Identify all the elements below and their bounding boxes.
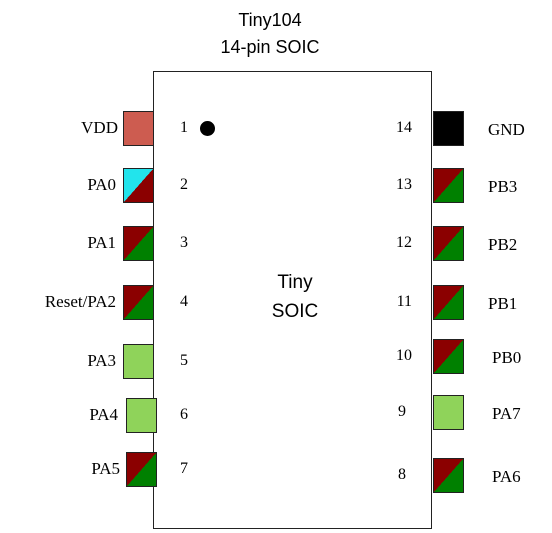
pin-pad-7 [126,452,157,487]
pin-label-8: PA6 [492,467,521,486]
pin-number-3: 3 [180,234,188,251]
pin-number-11: 11 [396,293,412,310]
pin-label-10: PB0 [492,348,522,367]
pin-pad-11 [433,285,464,320]
pin-label-9: PA7 [492,404,521,423]
pin-label-5: PA3 [87,351,116,370]
chip-body [153,71,432,529]
pin-label-11: PB1 [488,294,518,313]
pin-number-5: 5 [180,352,188,369]
chip-title: Tiny104 [238,10,302,30]
pin-pad-8 [433,458,464,493]
pin-pad-14 [433,111,464,146]
pin1-marker-dot [200,121,215,136]
pin-pad-10 [433,339,464,374]
pin-number-8: 8 [398,466,406,483]
pin-label-12: PB2 [488,235,518,254]
pin-pad-13 [433,168,464,203]
pin-number-6: 6 [180,406,188,423]
pin-number-2: 2 [180,176,188,193]
pin-label-2: PA0 [87,175,116,194]
chip-label-package: SOIC [271,301,319,322]
pin-pad-5 [123,344,154,379]
pin-pad-1 [123,111,154,146]
chip-package: 14-pin SOIC [220,37,320,57]
pin-pad-9 [433,395,464,430]
pin-number-7: 7 [180,460,188,477]
pin-label-4: Reset/PA2 [44,292,116,311]
pin-label-3: PA1 [87,233,116,252]
pin-number-1: 1 [180,119,188,136]
pin-number-12: 12 [396,234,412,251]
pin-pad-2 [123,168,154,203]
pin-number-4: 4 [180,293,188,310]
pin-label-13: PB3 [488,177,518,196]
pin-label-1: VDD [81,118,118,137]
chip-label-name: Tiny [277,272,313,293]
pin-number-10: 10 [396,347,412,364]
pin-number-9: 9 [398,403,406,420]
pin-label-6: PA4 [89,405,118,424]
pin-pad-6 [126,398,157,433]
pin-number-13: 13 [396,176,412,193]
pin-label-7: PA5 [91,459,120,478]
pin-label-14: GND [488,120,525,139]
pin-number-14: 14 [396,119,412,136]
pin-pad-3 [123,226,154,261]
pin-pad-12 [433,226,464,261]
pin-pad-4 [123,285,154,320]
